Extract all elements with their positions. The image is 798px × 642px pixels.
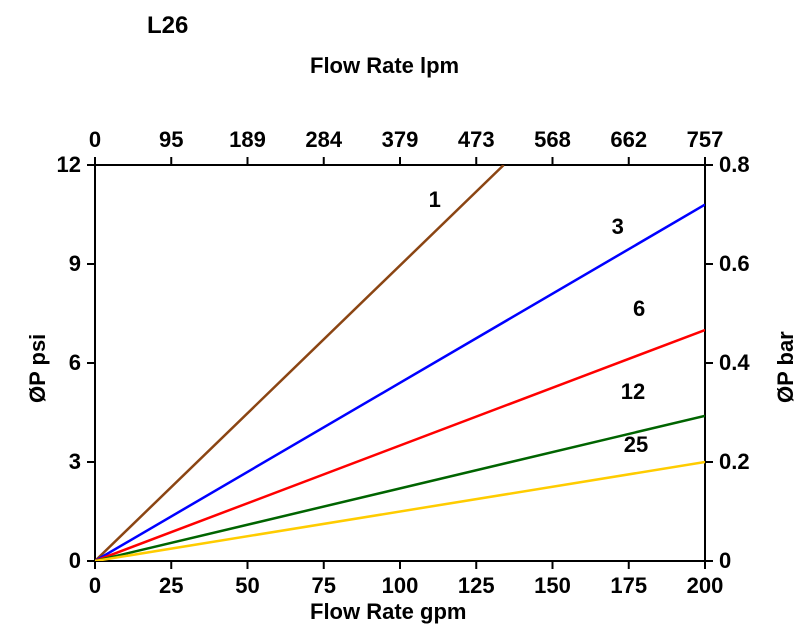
x-top-tick-label: 95 <box>141 127 201 153</box>
x-bottom-tick-label: 25 <box>146 573 196 599</box>
series-label-6: 6 <box>633 296 645 322</box>
x-top-tick-label: 284 <box>294 127 354 153</box>
series-label-12: 12 <box>621 379 645 405</box>
x-bottom-tick-label: 175 <box>604 573 654 599</box>
y-right-tick-label: 0 <box>719 548 731 574</box>
y-left-tick-label: 0 <box>69 548 81 574</box>
series-line-3 <box>95 205 705 561</box>
y-right-tick-label: 0.8 <box>719 152 750 178</box>
series-label-25: 25 <box>624 432 648 458</box>
x-bottom-tick-label: 125 <box>451 573 501 599</box>
y-right-tick-label: 0.2 <box>719 449 750 475</box>
x-bottom-tick-label: 150 <box>528 573 578 599</box>
y-right-tick-label: 0.4 <box>719 350 750 376</box>
x-bottom-tick-label: 200 <box>680 573 730 599</box>
series-line-25 <box>95 462 705 561</box>
x-top-tick-label: 189 <box>218 127 278 153</box>
series-line-1 <box>95 165 504 561</box>
y-left-tick-label: 3 <box>69 449 81 475</box>
x-top-tick-label: 0 <box>65 127 125 153</box>
chart-plot <box>0 0 798 642</box>
x-top-tick-label: 662 <box>599 127 659 153</box>
x-top-tick-label: 473 <box>446 127 506 153</box>
x-top-tick-label: 379 <box>370 127 430 153</box>
series-line-12 <box>95 416 705 561</box>
y-left-tick-label: 6 <box>69 350 81 376</box>
x-bottom-tick-label: 75 <box>299 573 349 599</box>
y-left-tick-label: 12 <box>57 152 81 178</box>
y-right-tick-label: 0.6 <box>719 251 750 277</box>
x-top-tick-label: 568 <box>523 127 583 153</box>
series-label-3: 3 <box>612 214 624 240</box>
x-top-tick-label: 757 <box>675 127 735 153</box>
series-line-6 <box>95 330 705 561</box>
y-left-tick-label: 9 <box>69 251 81 277</box>
x-bottom-tick-label: 100 <box>375 573 425 599</box>
series-label-1: 1 <box>429 187 441 213</box>
x-bottom-tick-label: 0 <box>70 573 120 599</box>
chart-stage: L26 Flow Rate lpm Flow Rate gpm ØP psi Ø… <box>0 0 798 642</box>
x-bottom-tick-label: 50 <box>223 573 273 599</box>
